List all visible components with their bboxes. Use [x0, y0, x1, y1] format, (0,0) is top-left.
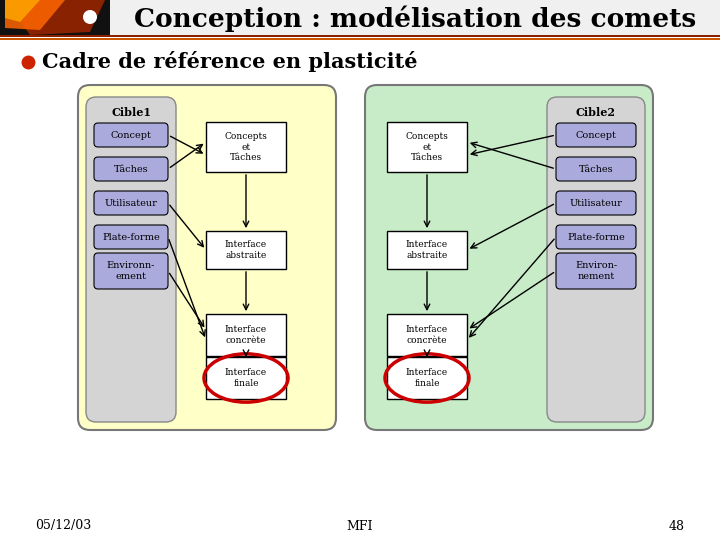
Text: Environn-
ement: Environn- ement	[107, 261, 156, 281]
FancyBboxPatch shape	[94, 225, 168, 249]
Text: Interface
abstraite: Interface abstraite	[406, 240, 448, 260]
Text: Conception : modélisation des comets: Conception : modélisation des comets	[134, 6, 696, 32]
Bar	[387, 357, 467, 399]
Text: 48: 48	[669, 519, 685, 532]
Bar	[387, 314, 467, 356]
FancyBboxPatch shape	[365, 85, 653, 430]
FancyBboxPatch shape	[547, 97, 645, 422]
Text: Cadre de référence en plasticité: Cadre de référence en plasticité	[42, 51, 418, 72]
Text: Utilisateur: Utilisateur	[570, 199, 622, 207]
Text: MFI: MFI	[347, 519, 373, 532]
FancyBboxPatch shape	[94, 123, 168, 147]
Text: Utilisateur: Utilisateur	[104, 199, 158, 207]
Text: Interface
abstraite: Interface abstraite	[225, 240, 267, 260]
Text: Plate-forme: Plate-forme	[102, 233, 160, 241]
Polygon shape	[5, 0, 40, 22]
Text: Interface
concrète: Interface concrète	[406, 325, 448, 345]
Bar	[206, 231, 286, 269]
Text: Cible2: Cible2	[576, 107, 616, 118]
Bar	[0, 0, 720, 35]
Bar	[206, 314, 286, 356]
Text: Concept: Concept	[575, 131, 616, 139]
Text: Interface
finale: Interface finale	[406, 368, 448, 388]
Text: Concepts
et
Tâches: Concepts et Tâches	[405, 132, 449, 162]
Text: Concept: Concept	[111, 131, 151, 139]
Bar	[387, 122, 467, 172]
Bar	[0, 0, 110, 35]
Circle shape	[83, 10, 97, 24]
Bar	[0, 37, 720, 40]
FancyBboxPatch shape	[556, 225, 636, 249]
Bar	[0, 35, 720, 37]
Bar	[206, 122, 286, 172]
Polygon shape	[5, 0, 105, 35]
Text: 05/12/03: 05/12/03	[35, 519, 91, 532]
FancyBboxPatch shape	[94, 191, 168, 215]
FancyBboxPatch shape	[556, 157, 636, 181]
FancyBboxPatch shape	[94, 157, 168, 181]
FancyBboxPatch shape	[556, 123, 636, 147]
FancyBboxPatch shape	[94, 253, 168, 289]
Text: Cible1: Cible1	[111, 107, 151, 118]
Text: Interface
concrète: Interface concrète	[225, 325, 267, 345]
Polygon shape	[5, 0, 65, 30]
FancyBboxPatch shape	[556, 191, 636, 215]
FancyBboxPatch shape	[86, 97, 176, 422]
Text: Tâches: Tâches	[114, 165, 148, 173]
Text: Tâches: Tâches	[579, 165, 613, 173]
FancyBboxPatch shape	[78, 85, 336, 430]
Text: Concepts
et
Tâches: Concepts et Tâches	[225, 132, 267, 162]
Text: Plate-forme: Plate-forme	[567, 233, 625, 241]
Bar	[387, 231, 467, 269]
Text: Interface
finale: Interface finale	[225, 368, 267, 388]
Text: Environ-
nement: Environ- nement	[575, 261, 617, 281]
Bar	[206, 357, 286, 399]
FancyBboxPatch shape	[556, 253, 636, 289]
